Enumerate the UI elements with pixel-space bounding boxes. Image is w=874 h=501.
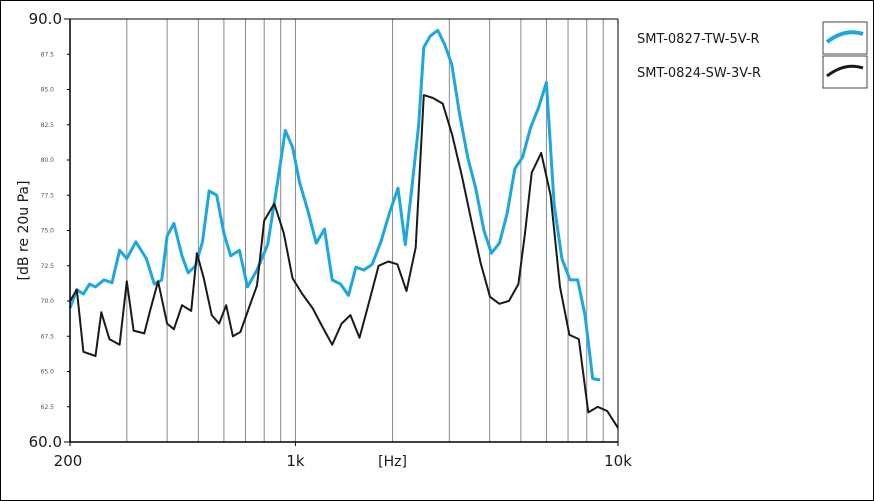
- y-tick-label: 77.5: [41, 192, 55, 199]
- y-tick-label: 70.0: [41, 298, 55, 305]
- y-tick-label: 60.0: [29, 433, 62, 451]
- y-tick-label: 82.5: [41, 122, 55, 129]
- y-tick-label: 75.0: [41, 228, 55, 235]
- y-tick-label: 62.5: [41, 404, 55, 411]
- legend-label: SMT-0827-TW-5V-R: [637, 32, 760, 47]
- x-axis-label: [Hz]: [378, 454, 407, 470]
- x-tick-label: 200: [54, 452, 83, 470]
- legend-swatch: [826, 64, 864, 78]
- x-tick-label: 1k: [286, 452, 305, 470]
- y-tick-label: 65.0: [41, 369, 55, 376]
- series-line: [69, 94, 619, 429]
- legend-swatch-box: [822, 55, 868, 89]
- y-tick-label: 87.5: [41, 51, 55, 58]
- legend-label: SMT-0824-SW-3V-R: [637, 66, 761, 81]
- plot-area: [70, 19, 618, 442]
- y-tick-label: 72.5: [41, 263, 55, 270]
- y-axis-label: [dB re 20u Pa]: [16, 181, 32, 281]
- y-tick-label: 90.0: [29, 10, 62, 28]
- y-tick-label: 80.0: [41, 157, 55, 164]
- y-tick-label: 85.0: [41, 87, 55, 94]
- x-tick-label: 10k: [604, 452, 632, 470]
- legend-swatch: [825, 30, 864, 44]
- y-tick-label: 67.5: [41, 333, 55, 340]
